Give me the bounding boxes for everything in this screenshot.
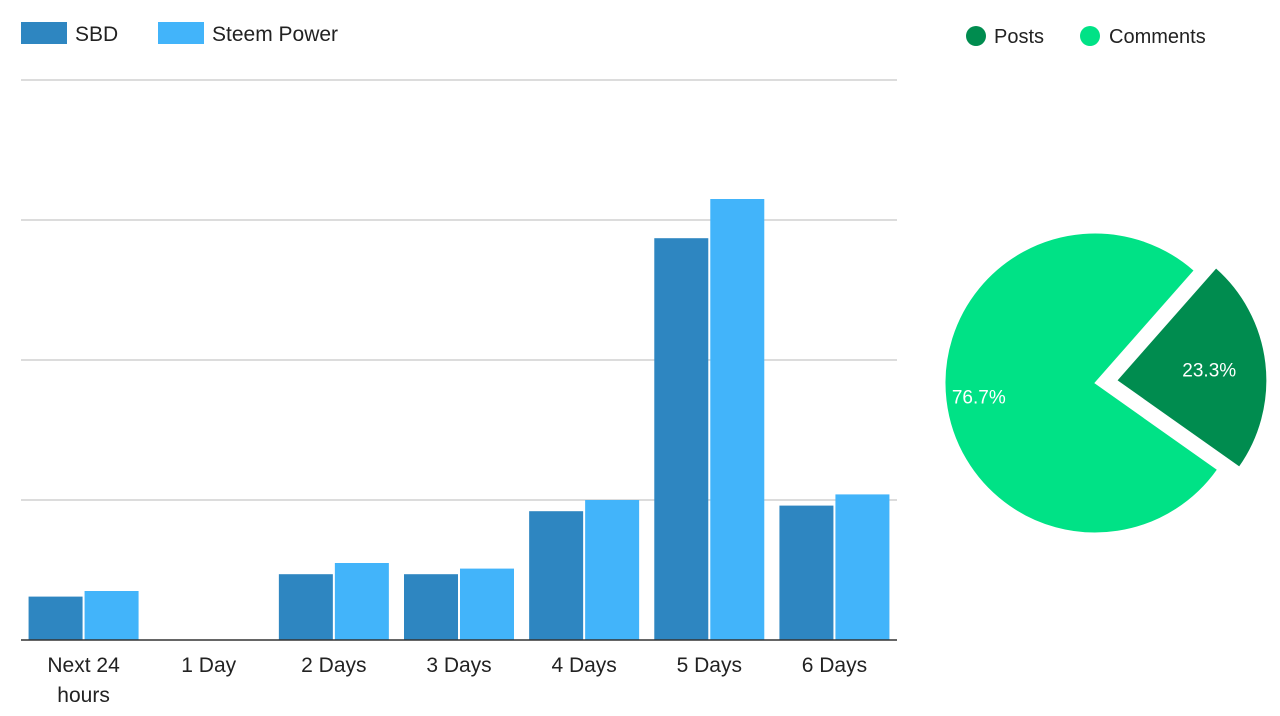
x-tick-label: 1 Day xyxy=(181,654,236,677)
bar-steem-power xyxy=(460,568,514,640)
bar-sbd xyxy=(28,596,83,640)
bar-gridlines xyxy=(21,79,897,501)
bar-steem-power xyxy=(84,591,139,640)
x-axis-tick-labels: Next 24 hours 1 Day 2 Days 3 Days 4 Days 5 Day… xyxy=(47,654,867,707)
pie-slice-labels: 23.3% 76.7% xyxy=(952,361,1236,409)
legend-label-comments: Comments xyxy=(1109,26,1206,48)
bar-sbd xyxy=(779,505,834,640)
pie-slice-comments xyxy=(944,232,1219,534)
bar-steem-power xyxy=(710,199,765,640)
pie-label-posts: 23.3% xyxy=(1182,361,1236,382)
pie-legend: Posts Comments xyxy=(966,26,1206,48)
bar-steem-power xyxy=(585,500,640,640)
bar-legend: SBD Steem Power xyxy=(21,22,338,46)
legend-label-sbd: SBD xyxy=(75,23,118,46)
bar-sbd xyxy=(278,574,333,640)
bar-chart: SBD Steem Power Next 24 hours 1 Day 2 Days 3… xyxy=(21,22,897,707)
x-tick-label: 3 Days xyxy=(426,654,491,677)
bar-steem-power xyxy=(835,494,890,640)
x-tick-label: 6 Days xyxy=(802,654,867,677)
legend-swatch-sbd xyxy=(21,22,67,44)
pie-slice-posts xyxy=(1116,267,1268,468)
bar-sbd xyxy=(404,574,458,640)
pie-label-comments: 76.7% xyxy=(952,388,1006,409)
bar-sbd xyxy=(654,238,709,640)
x-tick-label: Next 24 hours xyxy=(47,654,120,707)
x-tick-label: 4 Days xyxy=(551,654,616,677)
x-tick-label: 5 Days xyxy=(677,654,742,677)
legend-dot-comments xyxy=(1080,26,1100,46)
pie-chart: Posts Comments 23.3% 76.7% xyxy=(944,26,1268,534)
legend-label-posts: Posts xyxy=(994,26,1044,48)
legend-label-steem-power: Steem Power xyxy=(212,23,338,46)
legend-dot-posts xyxy=(966,26,986,46)
bar-sbd xyxy=(529,511,584,640)
pie-slices xyxy=(944,232,1268,534)
x-tick-label: 2 Days xyxy=(301,654,366,677)
bar-steem-power xyxy=(334,563,389,640)
legend-swatch-steem-power xyxy=(158,22,204,44)
bar-series-bars xyxy=(28,199,890,640)
